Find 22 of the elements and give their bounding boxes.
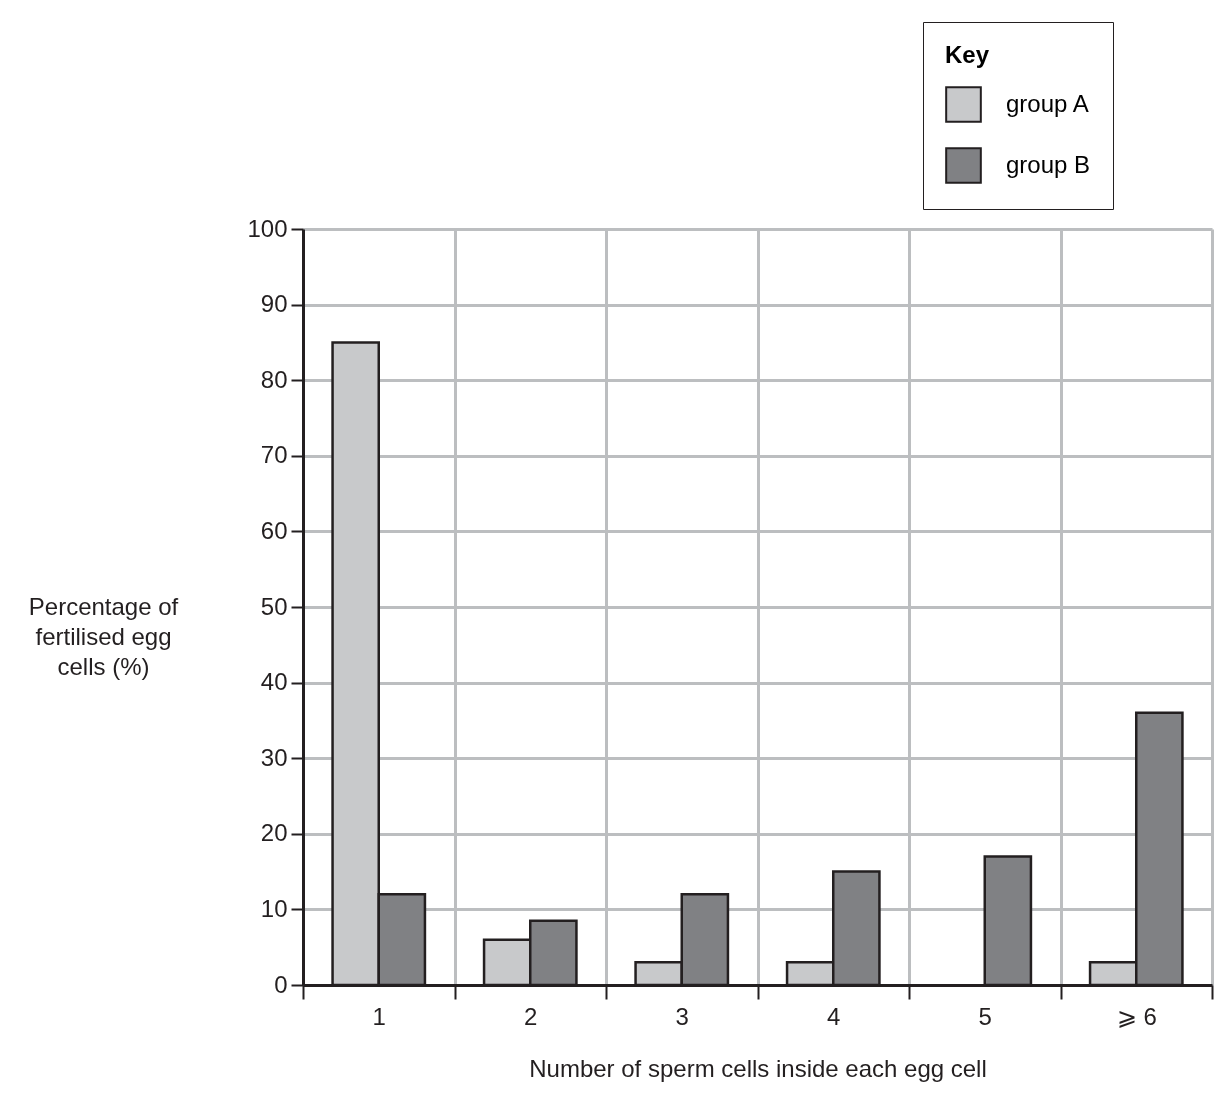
y-tick-label: 50 — [260, 592, 288, 620]
x-axis-title: Number of sperm cells inside each egg cell — [529, 1054, 987, 1082]
y-tick-label: 10 — [260, 894, 288, 922]
x-tick-label: 5 — [978, 1002, 992, 1030]
y-tick-label: 90 — [260, 290, 288, 318]
legend-label: group A — [1006, 89, 1089, 117]
x-tick-label: 2 — [524, 1002, 538, 1030]
y-tick-label: 80 — [260, 365, 288, 393]
x-tick-label: ⩾ 6 — [1116, 1002, 1157, 1030]
legend-title: Key — [945, 41, 990, 68]
y-axis-title: Percentage of fertilised egg cells (%) — [28, 592, 179, 680]
y-tick-label: 0 — [274, 970, 288, 998]
y-tick-label: 60 — [260, 516, 288, 544]
y-tick-label: 40 — [260, 668, 288, 696]
y-tick-label: 70 — [260, 441, 288, 469]
y-tick-label: 30 — [260, 743, 288, 771]
x-tick-label: 4 — [827, 1002, 841, 1030]
y-tick-label: 100 — [247, 214, 288, 242]
x-tick-label: 3 — [675, 1002, 689, 1030]
legend-label: group B — [1006, 150, 1091, 178]
x-tick-label: 1 — [372, 1002, 386, 1030]
y-tick-label: 20 — [260, 819, 288, 847]
